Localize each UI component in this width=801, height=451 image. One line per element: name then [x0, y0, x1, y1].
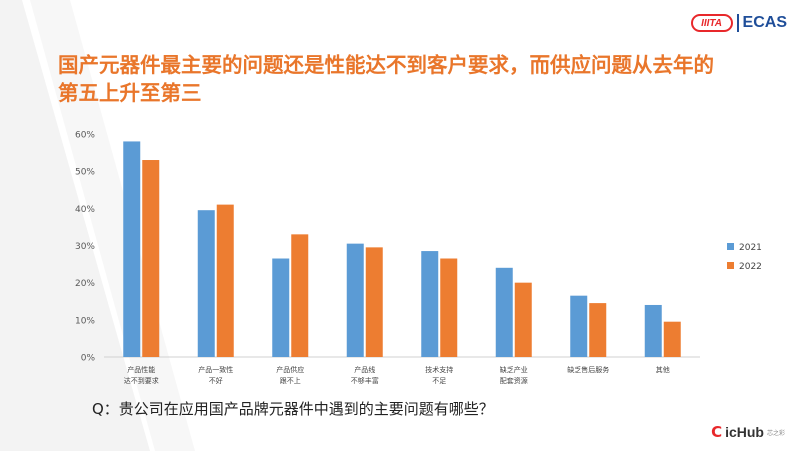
legend-label-2022: 2022 — [739, 262, 762, 272]
y-tick-label: 40% — [75, 205, 95, 215]
x-tick-label: 配套资源 — [500, 376, 528, 385]
background-stripe-left — [0, 0, 150, 451]
ichub-logo-icon: C — [711, 423, 723, 441]
y-tick-label: 10% — [75, 316, 95, 326]
bar-2022-8 — [663, 321, 681, 357]
headline-line-1: 国产元器件最主要的问题还是性能达不到客户要求，而供应问题从去年的 — [58, 53, 714, 77]
legend-swatch-2021 — [727, 243, 734, 250]
ecas-logo-text: ECAS — [742, 14, 787, 31]
bar-2022-4 — [365, 247, 383, 357]
x-tick-label: 达不到要求 — [124, 376, 159, 385]
ciita-logo-mark: IIITA — [690, 14, 733, 32]
bar-2021-4 — [346, 243, 364, 357]
bar-2021-3 — [272, 258, 290, 357]
x-tick-label: 产品性能 — [127, 365, 155, 374]
bar-2022-1 — [142, 160, 160, 357]
y-tick-label: 50% — [75, 168, 95, 178]
x-tick-label: 产品线 — [354, 365, 375, 374]
bar-2021-2 — [197, 210, 215, 357]
x-tick-label: 不足 — [432, 377, 446, 385]
x-tick-label: 跟不上 — [280, 376, 301, 385]
bar-2021-5 — [421, 251, 439, 357]
y-tick-label: 20% — [75, 279, 95, 289]
ichub-logo: C icHub 芯之彩 — [711, 423, 785, 441]
x-tick-label: 其他 — [656, 365, 670, 374]
ichub-logo-subtext: 芯之彩 — [766, 429, 785, 437]
x-tick-label: 缺乏售后服务 — [567, 365, 609, 374]
ichub-logo-text: icHub — [725, 424, 764, 440]
bar-2022-6 — [514, 282, 532, 357]
bar-2021-6 — [495, 267, 513, 357]
x-tick-label: 技术支持 — [425, 365, 453, 374]
legend-swatch-2022 — [727, 262, 734, 269]
x-tick-label: 不好 — [209, 376, 223, 385]
bar-2022-5 — [440, 258, 458, 357]
bar-2022-7 — [589, 303, 607, 357]
bar-2021-7 — [570, 295, 588, 357]
y-tick-label: 60% — [75, 131, 95, 141]
bar-2021-8 — [644, 304, 662, 357]
bar-2022-2 — [216, 204, 234, 357]
y-tick-label: 30% — [75, 242, 95, 252]
ecas-logo: IIITA ECAS — [690, 14, 787, 32]
bar-2022-3 — [291, 234, 309, 357]
survey-question: Q：贵公司在应用国产品牌元器件中遇到的主要问题有哪些？ — [92, 400, 494, 418]
x-tick-label: 缺乏产业 — [500, 365, 528, 374]
x-tick-label: 不够丰富 — [351, 376, 379, 385]
logo-separator — [736, 14, 739, 32]
x-tick-label: 产品供应 — [276, 365, 304, 374]
legend-label-2021: 2021 — [739, 243, 762, 253]
y-tick-label: 0% — [81, 354, 96, 364]
headline-line-2: 第五上升至第三 — [58, 81, 202, 105]
slide-headline: 国产元器件最主要的问题还是性能达不到客户要求，而供应问题从去年的 第五上升至第三 — [58, 51, 758, 107]
x-tick-label: 产品一致性 — [198, 365, 233, 374]
bar-2021-1 — [123, 141, 141, 357]
